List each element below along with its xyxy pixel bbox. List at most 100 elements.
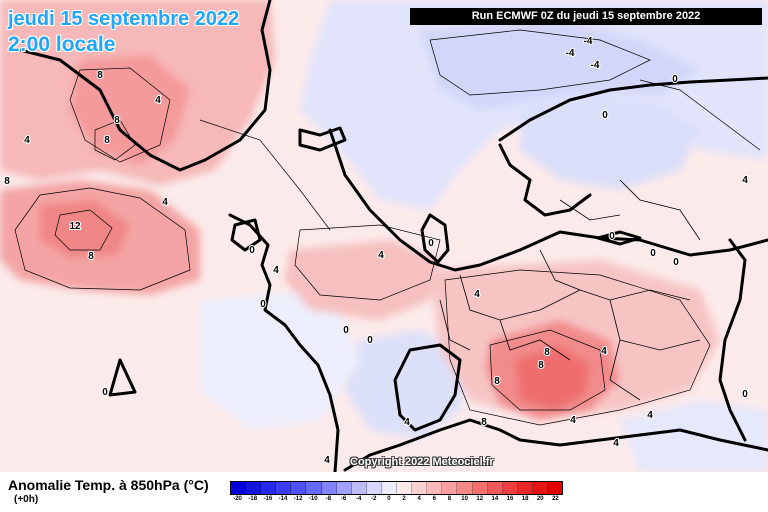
contour-label: 4: [24, 135, 30, 146]
legend-swatch: [517, 482, 533, 494]
legend-swatch: [291, 482, 307, 494]
contour-label: 8: [4, 176, 10, 187]
contour-label: 4: [155, 95, 161, 106]
isotherm-contours: [14, 29, 761, 426]
legend-swatch: [321, 482, 337, 494]
map-footer: Anomalie Temp. à 850hPa (°C) (+0h) -20 -1…: [0, 472, 768, 512]
legend-swatch: [532, 482, 548, 494]
contour-label: 12: [69, 221, 81, 232]
contour-label: 4: [570, 415, 576, 426]
contour-label: 0: [742, 389, 748, 400]
legend-tick-label: 6: [432, 496, 436, 502]
contour-label: 4: [742, 175, 748, 186]
contour-label: -4: [566, 48, 575, 59]
legend-swatch: [412, 482, 428, 494]
legend-swatch: [276, 482, 292, 494]
contour-label: 8: [114, 115, 120, 126]
warm-anomaly-italy-core: [515, 345, 590, 410]
legend-tick-label: 12: [476, 496, 484, 502]
legend-swatch: [306, 482, 322, 494]
legend-tick-label: 22: [552, 496, 559, 502]
contour-label: 4: [378, 250, 384, 261]
forecast-date-title: jeudi 15 septembre 2022: [8, 8, 240, 30]
legend-swatch: [502, 482, 518, 494]
legend-tick-label: 0: [387, 496, 391, 502]
legend-tick-label: -2: [371, 496, 377, 502]
copyright-notice: Copyright 2022 Meteociel.fr: [350, 456, 494, 468]
contour-label: 4: [613, 438, 619, 449]
contour-label: 4: [273, 265, 279, 276]
north-america-coast: [228, 213, 340, 472]
legend-tick-label: 20: [536, 496, 544, 502]
newfoundland: [230, 218, 262, 252]
contour-label: -4: [584, 36, 593, 47]
contour-label: 8: [88, 251, 94, 262]
contour-label: 0: [367, 335, 373, 346]
legend-swatch: [472, 482, 488, 494]
contour-label: 0: [673, 257, 679, 268]
legend-swatch: [351, 482, 367, 494]
contour-label: 4: [404, 417, 410, 428]
legend-tick-label: 8: [447, 496, 452, 502]
legend-swatch: [366, 482, 382, 494]
legend-tick-label: -20: [233, 496, 242, 502]
scandinavia-south: [498, 143, 592, 217]
british-isles: [420, 213, 450, 264]
cool-anomaly-iberia: [345, 330, 470, 440]
legend-tick-label: 16: [506, 496, 514, 502]
legend-tick-label: -12: [293, 496, 303, 502]
legend-tick-label: 4: [417, 496, 421, 502]
forecast-offset: (+0h): [14, 494, 39, 505]
legend-tick-label: 18: [521, 496, 529, 502]
contour-label: 8: [544, 347, 550, 358]
contour-label: 0: [602, 110, 608, 121]
europe-coast-south: [343, 418, 768, 472]
contour-label: 0: [672, 74, 678, 85]
iberia-outline: [393, 343, 462, 432]
contour-label: 0: [609, 231, 615, 242]
eastern-border: [718, 238, 747, 442]
contour-label: 4: [647, 410, 653, 421]
iceland: [298, 126, 347, 152]
coastlines: [18, 0, 768, 472]
contour-label: 0: [260, 299, 266, 310]
contour-label: 0: [428, 238, 434, 249]
legend-swatch: [261, 482, 277, 494]
cool-anomaly-scandinavia: [520, 95, 700, 190]
contour-label: 0: [650, 248, 656, 259]
legend-color-bar: [230, 481, 563, 495]
legend-swatch: [427, 482, 443, 494]
legend-tick-label: -6: [340, 496, 347, 502]
legend-tick-labels: -20 -18 -16 -14 -12 -10 -8 -6 -4 -2 0 2 4 6 8 10 12 14 16 1…: [230, 496, 563, 508]
contour-label: 0: [249, 245, 255, 256]
legend-swatch: [547, 482, 563, 494]
contour-label: 8: [494, 376, 500, 387]
contour-label: 0: [343, 325, 349, 336]
contour-label: 0: [102, 387, 108, 398]
legend-swatch: [487, 482, 503, 494]
country-borders: [439, 179, 701, 401]
legend-swatch: [457, 482, 473, 494]
legend-tick-label: -8: [325, 496, 332, 502]
legend-swatch: [336, 482, 352, 494]
cool-anomaly-east: [620, 400, 768, 472]
contour-label: 4: [601, 346, 607, 357]
legend-tick-label: 14: [491, 496, 499, 502]
contour-label: 4: [474, 289, 480, 300]
color-legend: -20 -18 -16 -14 -12 -10 -8 -6 -4 -2 0 2 4 6 8 10 12 14 16 1…: [230, 481, 563, 509]
legend-swatch: [381, 482, 398, 494]
legend-swatch: [231, 482, 247, 494]
legend-swatch: [397, 482, 413, 494]
legend-tick-label: -10: [308, 496, 318, 502]
contour-label: 8: [97, 70, 103, 81]
contour-label: -4: [591, 60, 600, 71]
forecast-time-title: 2:00 locale: [8, 33, 116, 56]
legend-tick-label: 10: [461, 496, 468, 502]
legend-tick-label: 2: [402, 496, 406, 502]
contour-label: 8: [104, 135, 110, 146]
legend-tick-label: -18: [248, 496, 258, 502]
greenland-coast: [18, 0, 272, 172]
